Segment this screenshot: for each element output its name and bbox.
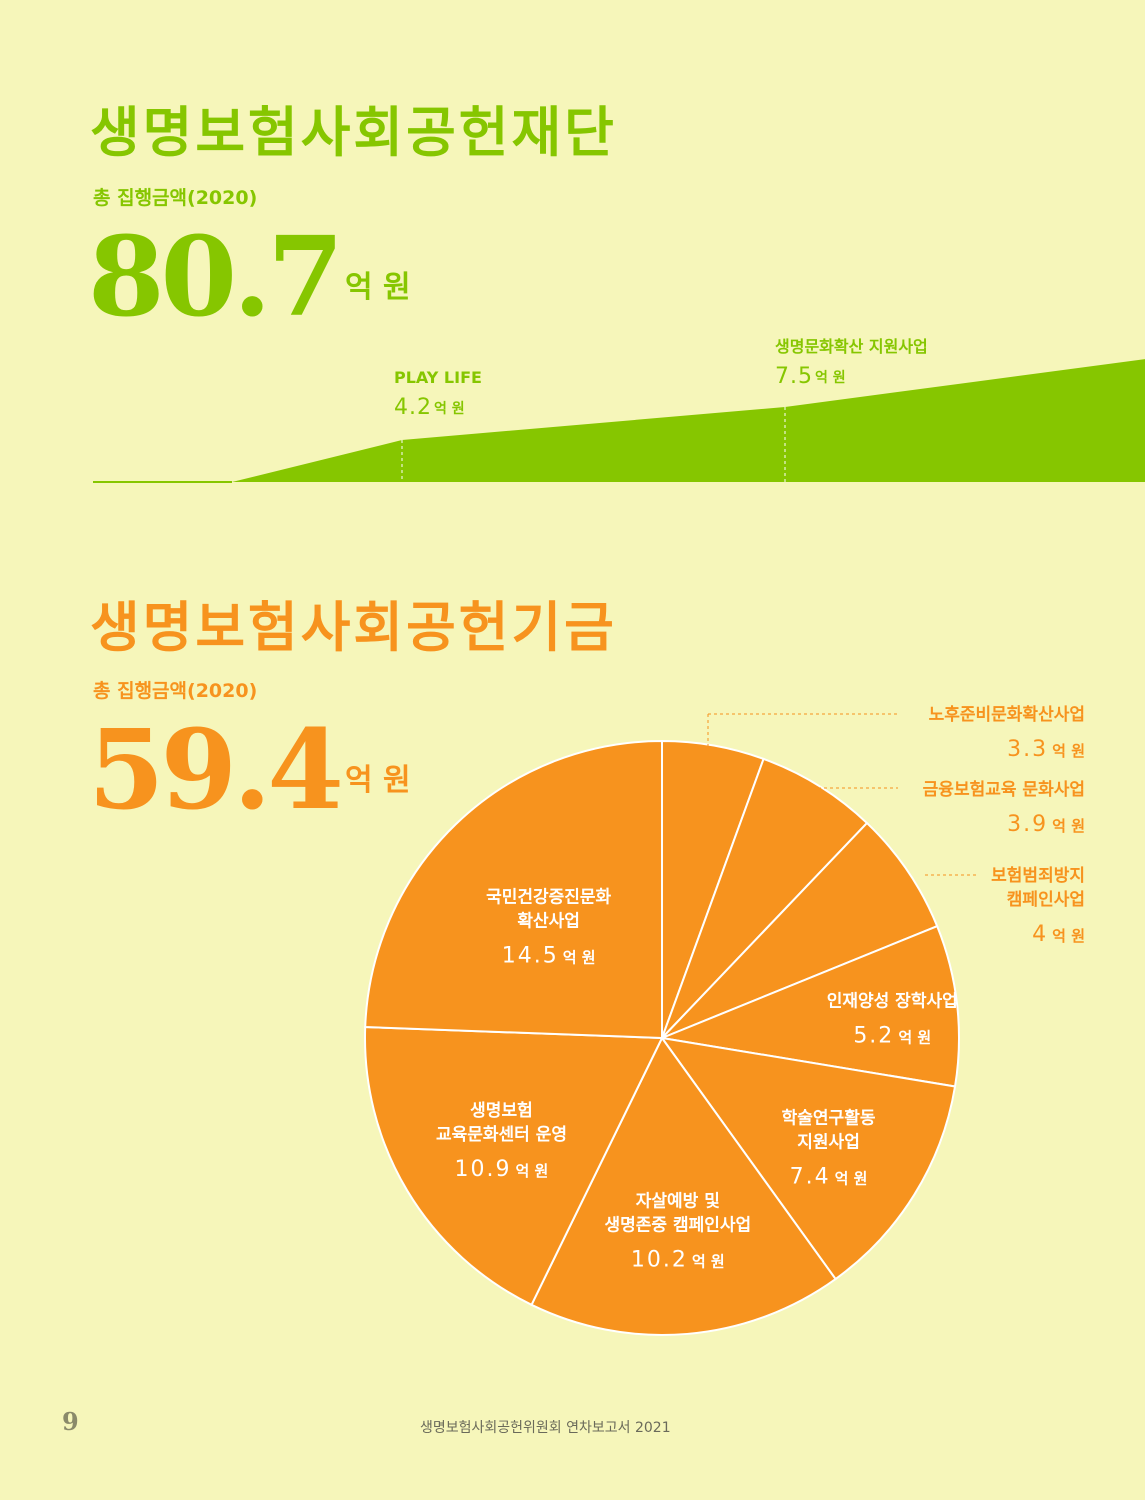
pie-label: 확산사업 [517, 911, 580, 931]
fund-title: 생명보험사회공헌기금 [90, 595, 617, 659]
foundation-total: 80.7 [88, 212, 344, 341]
pie-label: 인재양성 장학사업 [827, 991, 958, 1011]
pie-value: 7.4 억 원 [790, 1164, 868, 1189]
pie-value: 10.9 억 원 [455, 1157, 549, 1182]
pie-label: 생명보험 [470, 1100, 533, 1121]
pie-slice [364, 1025, 664, 1307]
area-series-label: PLAY LIFE [394, 368, 482, 387]
foundation-unit: 억 원 [345, 270, 411, 305]
pie-label: 교육문화센터 운영 [436, 1125, 567, 1145]
fund-subtitle: 총 집행금액(2020) [93, 680, 258, 702]
pie-label: 지원사업 [797, 1132, 860, 1152]
area-series-value: 7.5 [775, 364, 813, 389]
pie-value: 10.2 억 원 [631, 1247, 725, 1272]
pie-label: 자살예방 및 [636, 1191, 720, 1211]
pie-label: 보험범죄방지 [991, 865, 1085, 886]
pie-label: 생명존중 캠페인사업 [604, 1215, 751, 1235]
fund-unit: 억 원 [345, 763, 411, 798]
pie-slice [658, 924, 960, 1088]
area-series-unit: 억 원 [815, 370, 846, 386]
area-series-fill [232, 359, 1145, 482]
area-series-label: 생명문화확산 지원사업 [775, 337, 928, 356]
page-number: 9 [62, 1407, 79, 1436]
pie-value: 14.5 억 원 [502, 943, 596, 968]
foundation-title: 생명보험사회공헌재단 [90, 100, 617, 164]
pie-slice [661, 821, 939, 1039]
pie-label: 국민건강증진문화 [486, 887, 611, 907]
pie-value: 3.3 억 원 [1007, 737, 1085, 762]
area-series-value: 4.2 [394, 395, 432, 420]
pie-label: 노후준비문화확산사업 [929, 704, 1085, 725]
pie-slice [530, 1036, 837, 1336]
pie-value: 5.2 억 원 [853, 1023, 931, 1048]
pie-value: 3.9 억 원 [1007, 812, 1085, 837]
fund-total: 59.4 [88, 705, 344, 834]
pie-slice [364, 739, 663, 1040]
area-series-unit: 억 원 [434, 401, 465, 417]
pie-slice [661, 757, 869, 1039]
foundation-subtitle: 총 집행금액(2020) [93, 187, 258, 209]
pie-label: 학술연구활동 [782, 1107, 876, 1128]
report-title: 생명보험사회공헌위원회 연차보고서 2021 [420, 1420, 671, 1436]
pie-label: 캠페인사업 [1007, 890, 1085, 910]
pie-label: 금융보험교육 문화사업 [923, 779, 1085, 800]
pie-slice [659, 1036, 957, 1281]
